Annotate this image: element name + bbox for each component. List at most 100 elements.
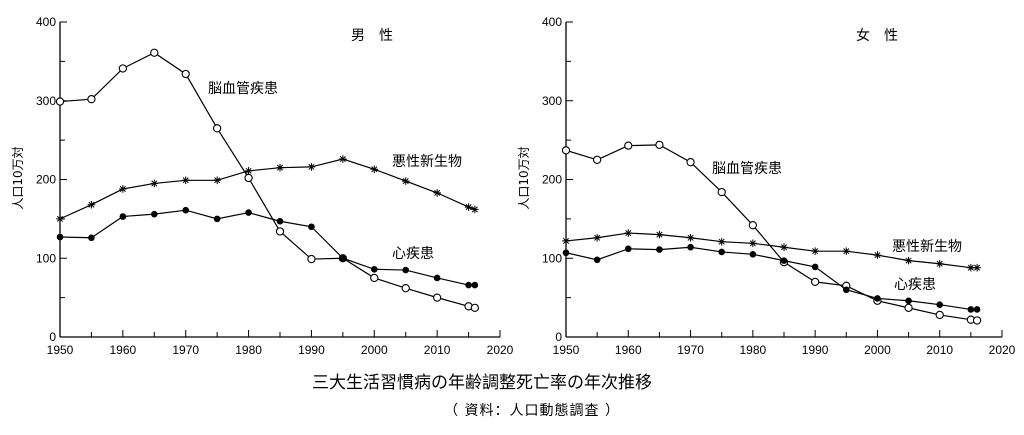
series-label: 心疾患 xyxy=(392,246,434,262)
data-point xyxy=(842,247,851,255)
data-point xyxy=(433,189,441,197)
series-心疾患: 心疾患 xyxy=(56,206,479,289)
data-point xyxy=(213,176,221,185)
data-point xyxy=(401,284,410,293)
x-tick-label: 2010 xyxy=(424,343,451,357)
series-label: 悪性新生物 xyxy=(892,239,962,255)
series-心疾患: 心疾患 xyxy=(562,243,981,313)
data-point xyxy=(562,237,570,245)
x-tick-label: 1950 xyxy=(47,343,74,357)
chart-title: 男 性 xyxy=(351,28,393,44)
data-point xyxy=(470,303,480,313)
x-tick-label: 2020 xyxy=(989,343,1016,357)
data-point xyxy=(874,295,881,302)
x-tick-label: 1970 xyxy=(677,343,704,357)
data-point xyxy=(967,306,975,313)
data-point xyxy=(370,265,378,273)
data-point xyxy=(811,263,819,271)
data-point xyxy=(593,256,601,264)
series-label: 脳血管疾患 xyxy=(712,161,782,177)
series-脳血管疾患: 脳血管疾患 xyxy=(561,140,982,325)
y-tick-label: 0 xyxy=(49,330,56,344)
data-point xyxy=(56,233,64,241)
figure-source: （ 資料：人口動態調査 ） xyxy=(444,403,620,419)
data-point xyxy=(308,223,315,231)
y-tick-label: 100 xyxy=(36,251,56,265)
data-point xyxy=(307,254,316,264)
data-point xyxy=(936,301,944,309)
data-point xyxy=(655,140,664,149)
x-tick-label: 1980 xyxy=(740,343,767,357)
data-point xyxy=(562,249,570,257)
data-point xyxy=(276,217,284,225)
data-point xyxy=(780,243,788,252)
data-point xyxy=(119,213,127,220)
data-point xyxy=(780,257,788,264)
data-point xyxy=(904,303,913,313)
x-tick-label: 2010 xyxy=(926,343,953,357)
data-point xyxy=(245,209,252,216)
data-point xyxy=(432,293,442,302)
y-tick-label: 400 xyxy=(542,15,562,29)
data-point xyxy=(561,146,571,155)
series-label: 心疾患 xyxy=(894,277,936,293)
y-tick-label: 0 xyxy=(555,330,562,344)
x-tick-label: 1960 xyxy=(615,343,642,357)
data-point xyxy=(873,251,882,259)
data-point xyxy=(276,163,284,172)
data-point xyxy=(433,274,441,282)
figure-caption: 三大生活習慣病の年齢調整死亡率の年次推移 xyxy=(312,373,652,393)
data-point xyxy=(686,233,695,242)
series-悪性新生物: 悪性新生物 xyxy=(56,154,479,223)
data-point xyxy=(182,206,190,214)
data-point xyxy=(150,210,158,218)
data-point xyxy=(370,165,379,174)
data-point xyxy=(811,247,819,255)
data-point xyxy=(55,97,65,106)
data-point xyxy=(87,200,96,209)
data-point xyxy=(118,64,128,73)
data-point xyxy=(181,176,190,185)
x-tick-label: 1990 xyxy=(298,343,325,357)
data-point xyxy=(717,237,726,246)
x-tick-label: 2000 xyxy=(864,343,891,357)
series-脳血管疾患: 脳血管疾患 xyxy=(55,48,480,313)
data-point xyxy=(624,245,632,253)
data-point xyxy=(307,163,316,171)
data-point xyxy=(935,259,944,268)
data-point xyxy=(687,243,694,251)
data-point xyxy=(749,251,757,258)
data-point xyxy=(402,266,410,274)
data-point xyxy=(88,234,95,242)
data-point xyxy=(624,229,633,237)
chart-panel-female: 1950 1960 1970 1980 1990 2000 2010 2020 0 100 200 3… xyxy=(517,15,1016,357)
data-point xyxy=(339,155,347,163)
data-point xyxy=(718,248,726,256)
data-point xyxy=(150,179,159,188)
data-point xyxy=(471,205,479,214)
data-point xyxy=(592,155,602,164)
data-point xyxy=(973,263,981,272)
data-point xyxy=(181,69,190,79)
data-point xyxy=(87,95,96,104)
x-tick-label: 2020 xyxy=(487,343,514,357)
series-悪性新生物: 悪性新生物 xyxy=(562,229,981,272)
data-point xyxy=(810,277,820,287)
data-point xyxy=(935,310,944,320)
data-point xyxy=(655,230,664,239)
data-point xyxy=(749,239,757,248)
x-tick-label: 1990 xyxy=(802,343,829,357)
y-tick-label: 200 xyxy=(542,173,562,187)
series-label: 悪性新生物 xyxy=(392,154,462,170)
data-point xyxy=(339,254,347,262)
data-point xyxy=(370,273,379,283)
x-tick-label: 1960 xyxy=(110,343,137,357)
data-point xyxy=(972,316,982,325)
data-point xyxy=(686,158,695,167)
y-tick-label: 400 xyxy=(36,15,56,29)
y-tick-label: 200 xyxy=(36,173,56,187)
data-point xyxy=(593,233,601,242)
data-point xyxy=(471,281,479,289)
data-point xyxy=(748,221,758,230)
